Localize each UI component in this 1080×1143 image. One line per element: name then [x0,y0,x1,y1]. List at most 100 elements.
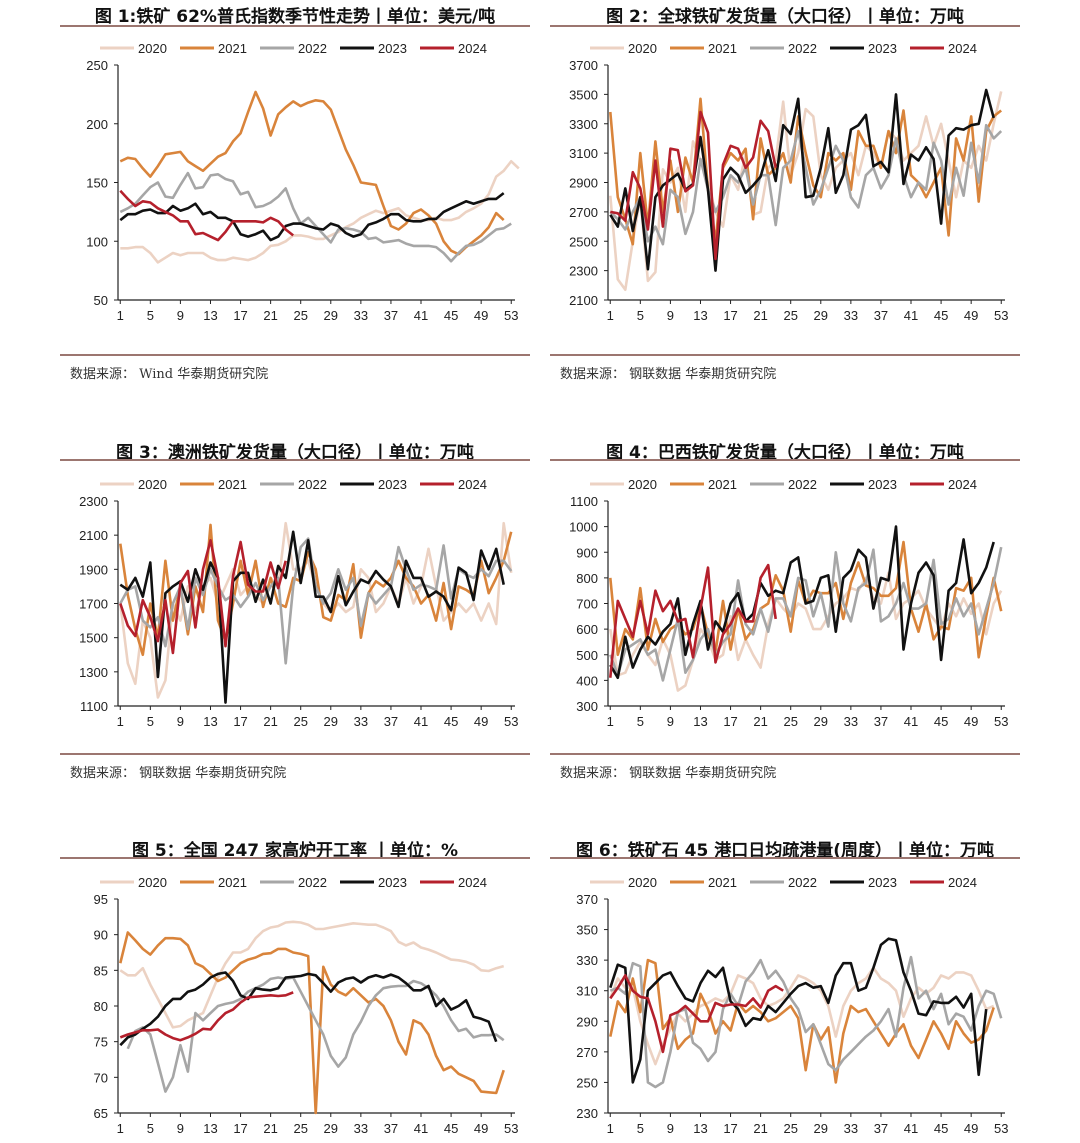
chart-5: 2020 2021 2022 2023 2024 65 70 75 80 85 90 95 1 5 9 13 1… [94,875,519,1136]
legend: 2020 2021 2022 2023 2024 [100,875,487,890]
x-tick-label: 37 [384,714,398,729]
chart-panel-6: 图 6：铁矿石 45 港口日均疏港量(周度）丨单位：万吨 2020 2021 202… [550,834,1020,1143]
x-tick-label: 1 [607,1121,614,1136]
y-tick-label: 800 [576,571,598,586]
x-tick-label: 53 [504,714,518,729]
legend-label-2022: 2022 [788,477,817,492]
y-tick-label: 3100 [569,146,598,161]
y-tick-label: 3500 [569,87,598,102]
x-tick-label: 9 [667,308,674,323]
series-line-2024 [119,189,295,242]
y-tick-label: 1000 [569,520,598,535]
y-tick-label: 200 [86,117,108,132]
y-tick-label: 3700 [569,58,598,73]
chart-3: 2020 2021 2022 2023 2024 1100 1300 1500 1700 1900… [79,477,518,729]
title-rule [60,459,530,461]
title-rule [60,857,530,859]
x-tick-label: 33 [844,1121,858,1136]
x-tick-label: 21 [753,308,767,323]
series-line-2023 [119,192,505,242]
x-tick-label: 13 [693,308,707,323]
y-tick-label: 900 [576,545,598,560]
x-tick-label: 5 [147,308,154,323]
chart-title: 图 2：全球铁矿发货量（大口径）丨单位：万吨 [606,7,964,27]
x-tick-label: 45 [934,308,948,323]
y-tick-label: 2100 [569,293,598,308]
series-line-2024 [609,563,777,678]
title-rule [60,25,530,27]
legend-label-2020: 2020 [138,477,167,492]
x-tick-label: 17 [233,1121,247,1136]
chart-title: 图 4：巴西铁矿发货量（大口径）丨单位：万吨 [606,443,964,463]
legend-label-2022: 2022 [298,477,327,492]
legend-label-2021: 2021 [218,875,247,890]
legend-label-2023: 2023 [868,477,897,492]
chart-1: 2020 2021 2022 2023 2024 50 100 150 200 250 1 5 9 13 1… [86,41,520,323]
y-tick-label: 2100 [79,528,108,543]
x-tick-label: 25 [293,308,307,323]
series-line-2023 [609,937,988,1084]
x-tick-label: 45 [444,308,458,323]
x-tick-label: 5 [147,1121,154,1136]
x-tick-label: 17 [233,308,247,323]
x-tick-label: 25 [293,1121,307,1136]
x-tick-label: 17 [723,1121,737,1136]
x-tick-label: 1 [607,308,614,323]
x-tick-label: 21 [753,714,767,729]
series-line-2021 [119,931,505,1115]
series-line-2022 [119,537,513,665]
legend-label-2020: 2020 [138,875,167,890]
y-tick-label: 75 [94,1035,108,1050]
x-tick-label: 5 [637,308,644,323]
x-tick-label: 9 [667,1121,674,1136]
y-tick-label: 2700 [569,205,598,220]
y-tick-label: 95 [94,892,108,907]
x-tick-label: 9 [177,308,184,323]
series-line-2020 [609,91,1003,292]
legend-label-2023: 2023 [868,875,897,890]
x-tick-label: 29 [814,308,828,323]
x-tick-label: 53 [504,1121,518,1136]
x-tick-label: 9 [177,1121,184,1136]
series-line-2020 [120,160,520,264]
y-tick-label: 1300 [79,665,108,680]
legend-label-2023: 2023 [868,41,897,56]
x-tick-label: 37 [874,714,888,729]
series-line-2020 [609,571,1003,692]
source-rule [550,354,1020,356]
x-tick-label: 45 [934,714,948,729]
y-tick-label: 1900 [79,562,108,577]
x-tick-label: 13 [203,714,217,729]
source-rule [60,354,530,356]
chart-panel-1: 图 1:铁矿 62%普氏指数季节性走势丨单位：美元/吨 2020 2021 2022… [60,0,530,390]
series-line-2024 [610,110,777,261]
legend-label-2023: 2023 [378,477,407,492]
x-tick-label: 21 [263,308,277,323]
x-tick-label: 41 [414,1121,428,1136]
chart-title: 图 1:铁矿 62%普氏指数季节性走势丨单位：美元/吨 [94,7,496,27]
x-tick-label: 5 [147,714,154,729]
legend-label-2024: 2024 [458,477,487,492]
legend: 2020 2021 2022 2023 2024 [100,41,487,56]
x-tick-label: 45 [444,714,458,729]
x-tick-label: 25 [783,1121,797,1136]
legend-label-2020: 2020 [628,477,657,492]
series-line-2024 [119,539,287,655]
title-rule [550,25,1020,27]
title-rule [550,459,1020,461]
source-rule [550,753,1020,755]
y-tick-label: 230 [576,1106,598,1121]
legend-label-2024: 2024 [458,41,487,56]
x-tick-label: 5 [637,1121,644,1136]
chart-panel-4: 图 4：巴西铁矿发货量（大口径）丨单位：万吨 2020 2021 2022 2023 2… [550,436,1020,786]
x-tick-label: 9 [177,714,184,729]
y-tick-label: 90 [94,928,108,943]
legend-label-2020: 2020 [138,41,167,56]
x-tick-label: 53 [504,308,518,323]
legend-label-2023: 2023 [378,41,407,56]
chart-title: 图 3：澳洲铁矿发货量（大口径）丨单位：万吨 [116,443,474,463]
x-tick-label: 49 [474,714,488,729]
legend-label-2022: 2022 [298,41,327,56]
x-tick-label: 37 [384,1121,398,1136]
x-tick-label: 21 [263,1121,277,1136]
